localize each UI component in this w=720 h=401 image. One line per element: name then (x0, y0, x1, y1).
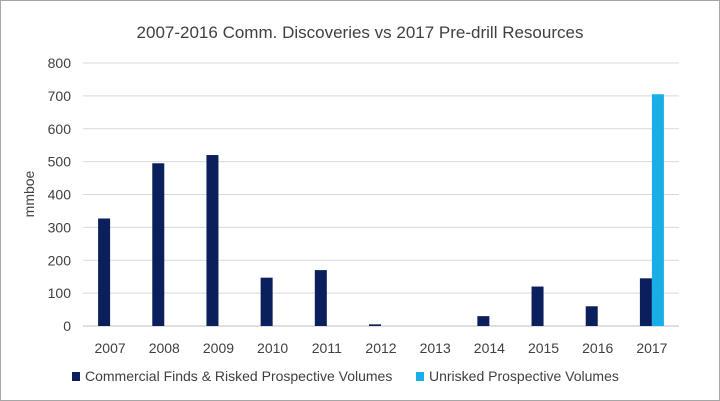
bar-2014-series-0 (477, 316, 490, 326)
bar-2012-series-0 (369, 324, 381, 326)
y-tick-label: 500 (48, 154, 72, 170)
legend-label-1: Unrisked Prospective Volumes (429, 368, 619, 384)
x-axis-ticks: 2007 2008 2009 2010 2011 2012 2013 2014 2015 2016… (95, 340, 668, 356)
bar-2017-series-1 (651, 94, 664, 326)
x-tick-label: 2007 (95, 340, 126, 356)
bar-2015-series-0 (531, 286, 544, 326)
y-axis-ticks: 0 100 200 300 400 500 600 700 800 (48, 55, 72, 334)
gridlines (83, 62, 679, 327)
bar-2017-series-0 (639, 278, 652, 326)
x-tick-label: 2009 (203, 340, 234, 356)
y-tick-label: 300 (48, 219, 72, 235)
x-tick-label: 2015 (528, 340, 559, 356)
y-axis-label: mmboe (21, 170, 37, 217)
x-tick-label: 2013 (420, 340, 451, 356)
bar-2007-series-0 (98, 218, 111, 326)
y-tick-label: 0 (63, 318, 71, 334)
bar-2011-series-0 (314, 270, 327, 326)
bar-2010-series-0 (260, 277, 273, 326)
x-tick-label: 2017 (636, 340, 667, 356)
bar-2008-series-0 (152, 163, 165, 326)
legend-swatch-0 (72, 372, 80, 381)
y-tick-label: 200 (48, 252, 72, 268)
bar-2009-series-0 (206, 155, 219, 326)
legend-label-0: Commercial Finds & Risked Prospective Vo… (85, 368, 392, 384)
y-tick-label: 400 (48, 187, 72, 203)
x-tick-label: 2008 (149, 340, 180, 356)
x-tick-label: 2016 (582, 340, 613, 356)
x-tick-label: 2011 (312, 340, 342, 356)
bars (98, 94, 664, 326)
y-tick-label: 800 (48, 55, 72, 71)
y-tick-label: 600 (48, 121, 72, 137)
bar-2016-series-0 (585, 306, 598, 326)
y-tick-label: 100 (48, 285, 72, 301)
legend: Commercial Finds & Risked Prospective Vo… (72, 368, 619, 384)
x-tick-label: 2014 (474, 340, 505, 356)
x-tick-label: 2010 (257, 340, 288, 356)
chart-title: 2007-2016 Comm. Discoveries vs 2017 Pre-… (137, 23, 584, 42)
legend-swatch-1 (416, 372, 424, 381)
y-tick-label: 700 (48, 88, 72, 104)
x-tick-label: 2012 (365, 340, 396, 356)
